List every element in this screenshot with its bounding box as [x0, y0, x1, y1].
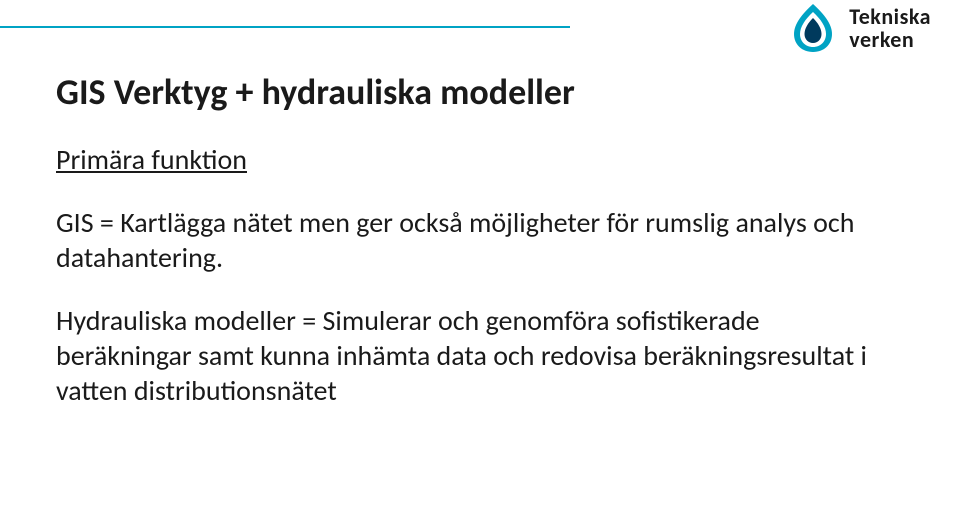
subheading: Primära funktion	[56, 142, 879, 177]
brand-logo: Tekniska verken	[785, 0, 931, 56]
slide-title: GIS Verktyg + hydrauliska modeller	[56, 70, 879, 114]
brand-line2: verken	[849, 28, 931, 51]
slide: Tekniska verken GIS Verktyg + hydraulisk…	[0, 0, 959, 512]
brand-wordmark: Tekniska verken	[849, 5, 931, 51]
logo-drop-icon	[785, 0, 841, 56]
header-accent-line	[0, 26, 570, 28]
paragraph-1: GIS = Kartlägga nätet men ger också möjl…	[56, 205, 876, 275]
content-area: GIS Verktyg + hydrauliska modeller Primä…	[56, 70, 879, 436]
brand-line1: Tekniska	[849, 5, 931, 28]
paragraph-2: Hydrauliska modeller = Simulerar och gen…	[56, 303, 876, 408]
